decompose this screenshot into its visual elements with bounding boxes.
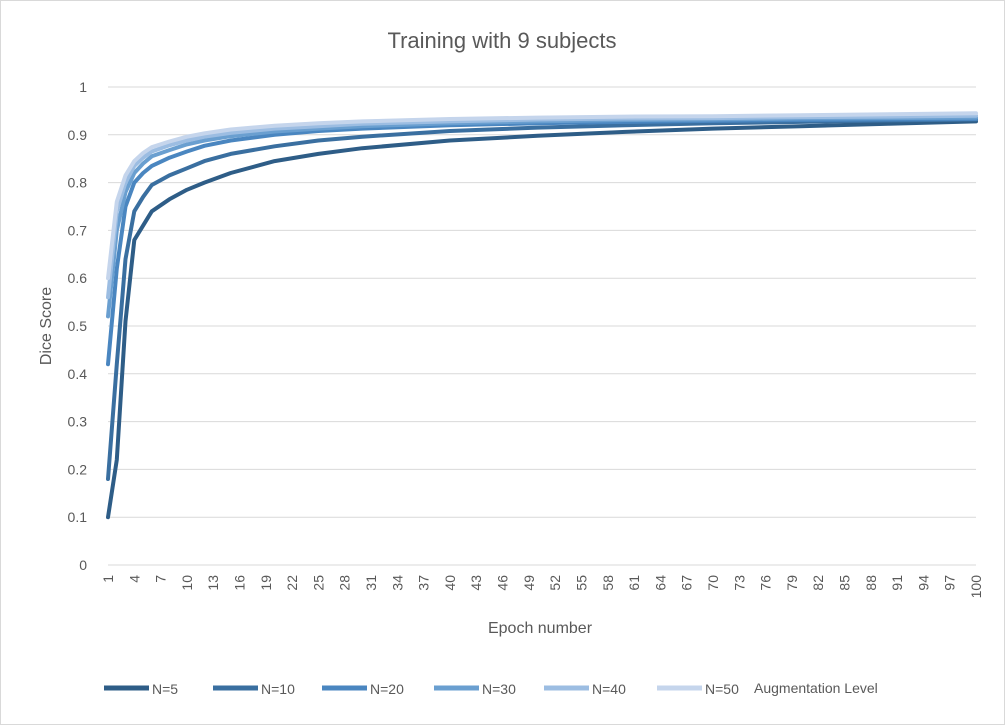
x-axis-ticks: 1 4 7 10 13 16 19 22 25 28 31 34 37 40 43 46 49 52 55 58 61 6… bbox=[100, 575, 984, 599]
x-tick-label: 58 bbox=[600, 575, 616, 591]
series-line-n50 bbox=[106, 111, 978, 281]
x-tick-label: 4 bbox=[126, 575, 142, 583]
x-tick-label: 43 bbox=[468, 575, 484, 591]
x-tick-label: 85 bbox=[836, 575, 852, 591]
grid-lines bbox=[108, 86, 976, 566]
x-tick-label: 67 bbox=[679, 575, 695, 591]
x-tick-label: 7 bbox=[153, 575, 169, 583]
x-tick-label: 19 bbox=[258, 575, 274, 591]
series-lines bbox=[106, 111, 978, 520]
x-tick-label: 64 bbox=[652, 575, 668, 591]
x-tick-label: 94 bbox=[915, 575, 931, 591]
x-tick-label: 10 bbox=[179, 575, 195, 591]
y-tick-label: 0.7 bbox=[68, 222, 88, 238]
x-tick-label: 82 bbox=[810, 575, 826, 591]
y-tick-label: 0.5 bbox=[68, 318, 88, 334]
y-tick-label: 0.1 bbox=[68, 509, 88, 525]
legend-entry-label: N=5 bbox=[152, 681, 178, 697]
x-tick-label: 55 bbox=[573, 575, 589, 591]
x-tick-label: 25 bbox=[310, 575, 326, 591]
x-tick-label: 34 bbox=[389, 575, 405, 591]
y-tick-label: 1 bbox=[79, 79, 87, 95]
legend-entry-label: N=30 bbox=[482, 681, 516, 697]
legend-entry-label: N=20 bbox=[370, 681, 404, 697]
x-tick-label: 40 bbox=[442, 575, 458, 591]
x-tick-label: 16 bbox=[232, 575, 248, 591]
y-tick-label: 0.3 bbox=[68, 414, 88, 430]
x-tick-label: 1 bbox=[100, 575, 116, 583]
x-tick-label: 100 bbox=[968, 575, 984, 599]
y-tick-label: 0.6 bbox=[68, 270, 88, 286]
x-tick-label: 73 bbox=[731, 575, 747, 591]
legend-entry-label: N=40 bbox=[592, 681, 626, 697]
y-tick-label: 0.4 bbox=[68, 366, 88, 382]
legend-entry-label: N=10 bbox=[261, 681, 295, 697]
series-line-n10 bbox=[106, 117, 978, 481]
chart-title: Training with 9 subjects bbox=[387, 28, 616, 53]
y-axis-label: Dice Score bbox=[38, 287, 55, 365]
series-line-n5 bbox=[106, 119, 978, 520]
legend-title: Augmentation Level bbox=[754, 680, 878, 696]
y-tick-label: 0.8 bbox=[68, 175, 88, 191]
x-tick-label: 61 bbox=[626, 575, 642, 591]
x-tick-label: 52 bbox=[547, 575, 563, 591]
x-tick-label: 76 bbox=[758, 575, 774, 591]
x-tick-label: 97 bbox=[942, 575, 958, 591]
y-axis-ticks: 0 0.1 0.2 0.3 0.4 0.5 0.6 0.7 0.8 0.9 1 bbox=[68, 79, 88, 573]
legend-entry-label: N=50 bbox=[705, 681, 739, 697]
x-tick-label: 79 bbox=[784, 575, 800, 591]
x-tick-label: 31 bbox=[363, 575, 379, 591]
y-tick-label: 0 bbox=[79, 557, 87, 573]
x-tick-label: 22 bbox=[284, 575, 300, 591]
x-tick-label: 13 bbox=[205, 575, 221, 591]
x-tick-label: 46 bbox=[495, 575, 511, 591]
series-line-n30 bbox=[106, 115, 978, 319]
x-tick-label: 49 bbox=[521, 575, 537, 591]
series-line-n20 bbox=[106, 117, 978, 367]
x-tick-label: 28 bbox=[337, 575, 353, 591]
x-tick-label: 37 bbox=[416, 575, 432, 591]
x-tick-label: 70 bbox=[705, 575, 721, 591]
series-line-n40 bbox=[106, 113, 978, 300]
x-tick-label: 91 bbox=[889, 575, 905, 591]
x-tick-label: 88 bbox=[863, 575, 879, 591]
y-tick-label: 0.9 bbox=[68, 127, 88, 143]
x-axis-label: Epoch number bbox=[488, 620, 593, 637]
y-tick-label: 0.2 bbox=[68, 461, 88, 477]
legend: N=5 N=10 N=20 N=30 N=40 N=50 Augmentation Leve… bbox=[104, 680, 878, 697]
